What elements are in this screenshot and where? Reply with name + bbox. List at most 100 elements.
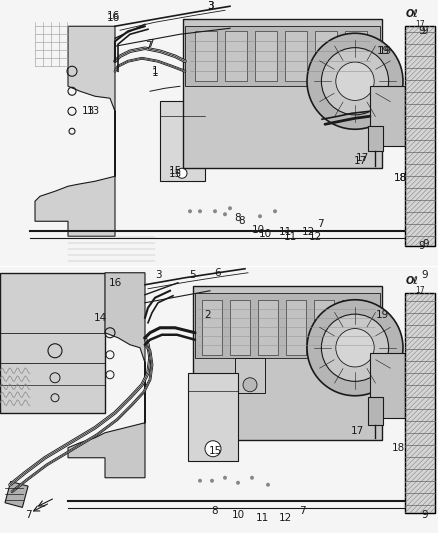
Text: 17: 17 bbox=[350, 426, 364, 436]
Bar bbox=[202, 300, 222, 355]
Circle shape bbox=[307, 300, 403, 395]
Bar bbox=[405, 26, 435, 246]
Bar bbox=[370, 86, 405, 146]
Text: 9: 9 bbox=[422, 26, 428, 36]
Text: 12: 12 bbox=[308, 232, 321, 243]
Text: 18: 18 bbox=[393, 173, 406, 183]
Bar bbox=[370, 353, 405, 418]
Text: 3: 3 bbox=[155, 270, 161, 280]
Circle shape bbox=[243, 378, 257, 392]
Text: 15: 15 bbox=[208, 446, 222, 456]
Text: Oℓ: Oℓ bbox=[406, 9, 418, 19]
Text: 17: 17 bbox=[353, 156, 367, 166]
Text: 9: 9 bbox=[419, 26, 425, 36]
Circle shape bbox=[223, 476, 227, 480]
Bar bbox=[188, 373, 238, 461]
Text: Oℓ: Oℓ bbox=[406, 276, 418, 286]
Text: 16: 16 bbox=[106, 11, 120, 21]
Bar bbox=[0, 273, 105, 413]
Circle shape bbox=[198, 209, 202, 213]
Text: 5: 5 bbox=[189, 270, 195, 280]
Circle shape bbox=[321, 47, 389, 115]
Text: 15: 15 bbox=[168, 169, 182, 179]
Text: 2: 2 bbox=[205, 310, 211, 320]
Text: 1: 1 bbox=[152, 68, 158, 78]
Text: 19: 19 bbox=[375, 310, 389, 320]
Text: 15: 15 bbox=[168, 166, 182, 176]
Text: 9: 9 bbox=[423, 239, 429, 249]
FancyBboxPatch shape bbox=[193, 286, 382, 440]
Circle shape bbox=[321, 314, 389, 381]
Text: 7: 7 bbox=[147, 39, 153, 49]
Text: 16: 16 bbox=[106, 13, 120, 23]
Text: 1: 1 bbox=[152, 66, 158, 76]
Bar bbox=[195, 31, 217, 81]
Circle shape bbox=[177, 168, 187, 178]
Text: 7: 7 bbox=[145, 41, 151, 51]
Bar bbox=[342, 300, 362, 355]
Bar bbox=[5, 481, 28, 507]
Bar bbox=[286, 300, 306, 355]
Text: 8: 8 bbox=[235, 213, 241, 223]
Text: 14: 14 bbox=[93, 313, 106, 323]
Text: 11: 11 bbox=[283, 232, 297, 243]
FancyBboxPatch shape bbox=[183, 19, 382, 168]
Bar bbox=[225, 31, 247, 81]
Text: 7: 7 bbox=[299, 506, 305, 516]
Circle shape bbox=[250, 476, 254, 480]
Circle shape bbox=[273, 209, 277, 213]
Circle shape bbox=[213, 209, 217, 213]
Text: 17: 17 bbox=[415, 20, 425, 29]
Bar bbox=[315, 31, 337, 81]
Text: 10: 10 bbox=[258, 229, 272, 239]
Bar bbox=[405, 26, 435, 246]
Text: 12: 12 bbox=[279, 513, 292, 523]
Bar bbox=[345, 31, 367, 81]
Circle shape bbox=[336, 328, 374, 367]
Text: 8: 8 bbox=[239, 216, 245, 226]
Text: 3: 3 bbox=[207, 1, 213, 11]
Bar bbox=[314, 300, 334, 355]
Polygon shape bbox=[68, 273, 145, 478]
Circle shape bbox=[198, 479, 202, 483]
Bar bbox=[185, 26, 380, 86]
Text: 16: 16 bbox=[108, 278, 122, 288]
Polygon shape bbox=[35, 26, 115, 236]
Circle shape bbox=[210, 479, 214, 483]
Text: 18: 18 bbox=[392, 443, 405, 453]
Bar bbox=[368, 397, 383, 425]
Circle shape bbox=[223, 212, 227, 216]
Text: 7: 7 bbox=[25, 510, 31, 520]
Text: 19: 19 bbox=[376, 46, 390, 56]
Bar bbox=[160, 101, 205, 181]
Bar bbox=[405, 293, 435, 513]
Circle shape bbox=[307, 33, 403, 129]
Text: 7: 7 bbox=[317, 219, 323, 229]
Bar bbox=[368, 126, 383, 151]
Text: 17: 17 bbox=[415, 286, 425, 295]
Circle shape bbox=[266, 483, 270, 487]
Circle shape bbox=[228, 206, 232, 210]
Bar bbox=[405, 293, 435, 513]
Text: 13: 13 bbox=[81, 106, 95, 116]
Text: 17: 17 bbox=[355, 154, 369, 163]
Text: 9: 9 bbox=[422, 270, 428, 280]
Text: 13: 13 bbox=[86, 106, 99, 116]
Bar bbox=[258, 300, 278, 355]
Circle shape bbox=[188, 209, 192, 213]
Circle shape bbox=[236, 481, 240, 484]
Text: 12: 12 bbox=[301, 227, 314, 237]
Text: 11: 11 bbox=[279, 227, 292, 237]
Bar bbox=[230, 300, 250, 355]
Bar bbox=[255, 31, 277, 81]
Text: 8: 8 bbox=[212, 506, 218, 516]
Text: 9: 9 bbox=[422, 510, 428, 520]
Text: 10: 10 bbox=[231, 510, 244, 520]
Text: 6: 6 bbox=[215, 268, 221, 278]
Text: 9: 9 bbox=[419, 241, 425, 251]
Text: 18: 18 bbox=[393, 173, 406, 183]
Text: 19: 19 bbox=[378, 46, 392, 56]
Bar bbox=[195, 293, 380, 358]
Circle shape bbox=[336, 62, 374, 100]
Bar bbox=[285, 31, 307, 81]
